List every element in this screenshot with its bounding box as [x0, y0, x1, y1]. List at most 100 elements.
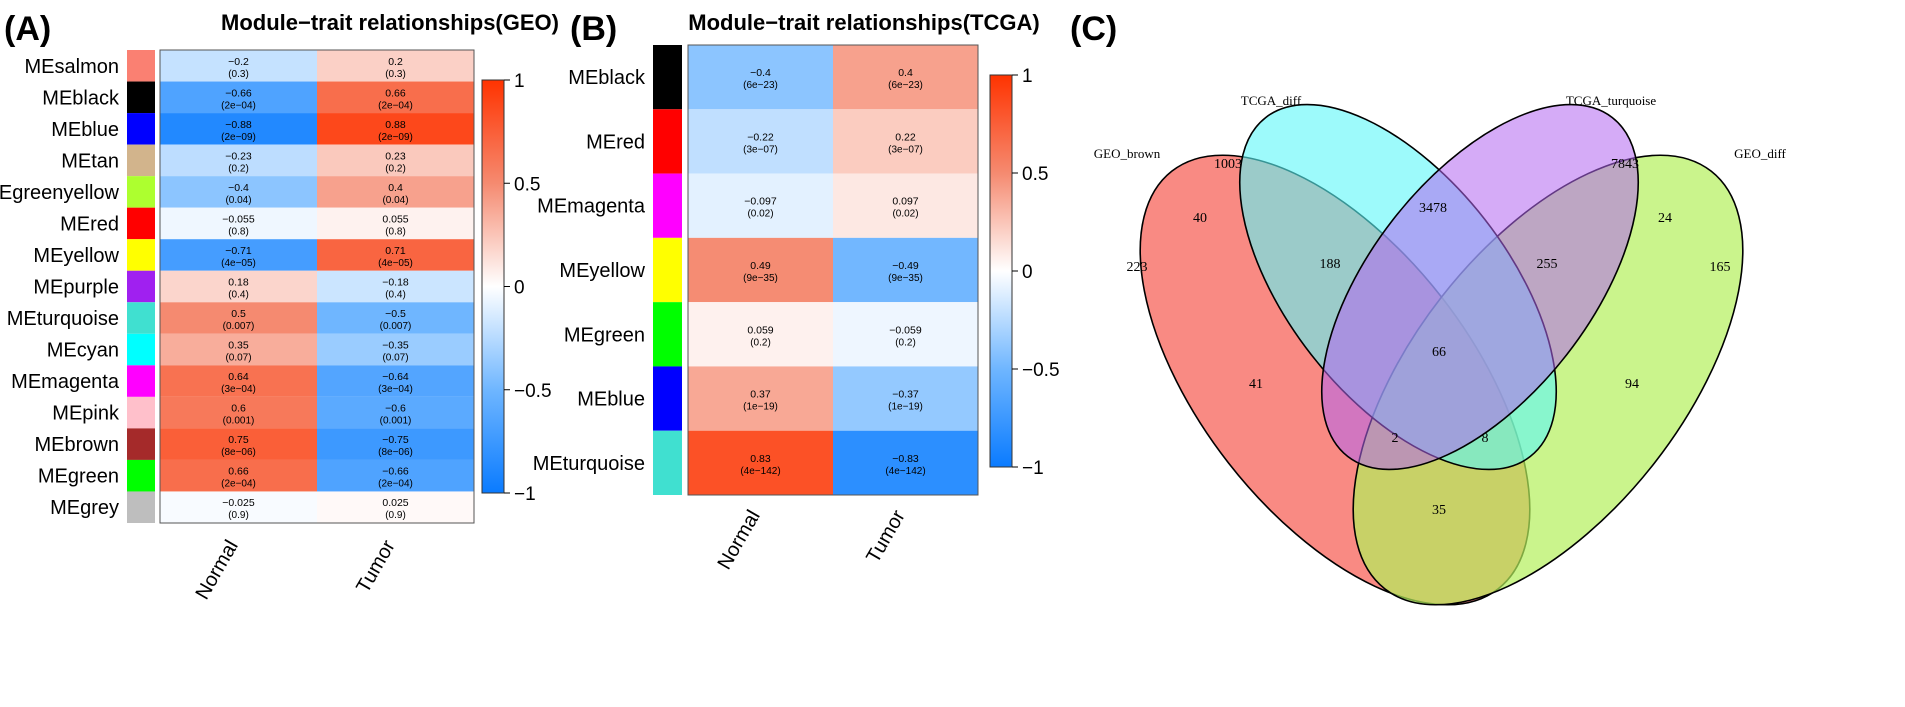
module-color-swatch — [653, 302, 682, 367]
venn-count-brown-tdiff-gdiff: 8 — [1482, 431, 1489, 446]
scale-tick-label: 0 — [514, 278, 525, 299]
cell-pvalue: (0.9) — [228, 510, 249, 521]
cell-correlation: −0.75 — [382, 434, 409, 446]
cell-correlation: −0.88 — [225, 119, 252, 131]
cell-pvalue: (4e−142) — [740, 466, 780, 477]
cell-correlation: −0.025 — [222, 497, 255, 509]
panel-b-title: Module−trait relationships(TCGA) — [688, 10, 1039, 35]
venn-count-tdiff-tturq-gdiff: 255 — [1537, 257, 1558, 272]
heatmap-cell — [833, 109, 978, 174]
panel-b-heatmap: MEblack −0.4(6e−23)0.4(6e−23)MEred −0.22(3… — [533, 44, 979, 574]
module-row-label: MEred — [586, 131, 645, 153]
heatmap-cell — [317, 396, 474, 429]
venn-count-brown-tdiff: 40 — [1193, 211, 1207, 226]
heatmap-cell — [160, 365, 317, 397]
scale-tick-label: 0 — [1022, 262, 1033, 283]
heatmap-cell — [317, 459, 474, 492]
cell-pvalue: (0.8) — [385, 226, 406, 237]
cell-pvalue: (9e−35) — [888, 273, 923, 284]
cell-correlation: 0.4 — [388, 182, 403, 194]
venn-count-tturq-gdiff: 24 — [1658, 211, 1672, 226]
cell-pvalue: (0.8) — [228, 226, 249, 237]
cell-pvalue: (0.2) — [385, 163, 406, 174]
venn-count-geo-diff: 165 — [1710, 260, 1731, 275]
module-color-swatch — [127, 459, 155, 492]
cell-pvalue: (0.02) — [892, 209, 918, 220]
module-color-swatch — [653, 45, 682, 110]
cell-correlation: 0.059 — [747, 324, 773, 336]
scale-tick-label: 1 — [514, 71, 525, 92]
module-row-label: MEblue — [577, 389, 645, 411]
venn-label-geo-brown: GEO_brown — [1094, 146, 1161, 161]
column-label: Normal — [714, 507, 765, 574]
heatmap-cell — [317, 270, 474, 303]
panel-c: (C) GEO_brown TCGA_diff TCGA_turquoise G… — [1070, 10, 1787, 606]
panel-c-letter: (C) — [1070, 10, 1117, 48]
cell-correlation: 0.5 — [231, 308, 246, 320]
venn-count-brown-gdiff: 35 — [1432, 503, 1446, 518]
module-color-swatch — [127, 302, 155, 334]
cell-correlation: 0.66 — [385, 87, 406, 99]
module-color-swatch — [127, 207, 155, 240]
heatmap-cell — [160, 270, 317, 303]
module-color-swatch — [653, 109, 682, 174]
heatmap-cell — [833, 430, 978, 495]
cell-correlation: −0.6 — [385, 403, 406, 415]
color-scale-bar — [481, 79, 505, 494]
heatmap-cell — [160, 176, 317, 208]
module-row-label: MEturquoise — [533, 453, 645, 475]
module-row-label: MEgreenyellow — [0, 182, 120, 204]
heatmap-cell — [317, 113, 474, 145]
cell-pvalue: (8e−06) — [378, 447, 413, 458]
heatmap-cell — [160, 396, 317, 429]
heatmap-cell — [317, 207, 474, 240]
panel-b: (B) Module−trait relationships(TCGA) MEb… — [533, 10, 1060, 573]
venn-label-tcga-diff: TCGA_diff — [1241, 93, 1302, 108]
cell-pvalue: (1e−19) — [888, 402, 923, 413]
module-color-swatch — [127, 365, 155, 397]
heatmap-cell — [833, 366, 978, 431]
cell-correlation: −0.059 — [889, 324, 922, 336]
cell-pvalue: (3e−04) — [221, 384, 256, 395]
heatmap-cell — [833, 302, 978, 367]
module-row-label: MEyellow — [33, 245, 119, 267]
cell-correlation: −0.2 — [228, 56, 249, 68]
cell-correlation: −0.5 — [385, 308, 406, 320]
cell-pvalue: (3e−07) — [888, 144, 923, 155]
venn-count-tdiff-tturq: 3478 — [1419, 201, 1447, 216]
cell-pvalue: (4e−05) — [221, 258, 256, 269]
cell-correlation: −0.83 — [892, 453, 919, 465]
heatmap-cell — [688, 109, 833, 174]
panel-b-letter: (B) — [570, 10, 617, 48]
cell-correlation: −0.18 — [382, 277, 409, 289]
venn-label-tcga-turquoise: TCGA_turquoise — [1566, 93, 1657, 108]
cell-pvalue: (0.4) — [228, 290, 249, 301]
cell-pvalue: (0.04) — [225, 195, 251, 206]
module-color-swatch — [653, 173, 682, 238]
heatmap-cell — [688, 45, 833, 110]
heatmap-cell — [317, 302, 474, 334]
column-label: Tumor — [352, 536, 400, 597]
module-row-label: MEturquoise — [7, 308, 119, 330]
module-row-label: MEgreen — [38, 466, 119, 488]
heatmap-cell — [688, 173, 833, 238]
cell-correlation: 0.66 — [228, 466, 249, 478]
module-color-swatch — [127, 81, 155, 114]
module-row-label: MEpurple — [33, 277, 119, 299]
cell-correlation: −0.23 — [225, 150, 252, 162]
panel-a-color-scale: 1 0.5 0 −0.5 −1 — [481, 71, 552, 505]
cell-pvalue: (2e−09) — [378, 132, 413, 143]
heatmap-cell — [833, 173, 978, 238]
cell-correlation: −0.49 — [892, 260, 919, 272]
heatmap-cell — [160, 207, 317, 240]
cell-pvalue: (1e−19) — [743, 402, 778, 413]
heatmap-cell — [160, 81, 317, 114]
heatmap-cell — [160, 302, 317, 334]
color-scale-bar — [989, 74, 1013, 468]
module-row-label: MEblack — [42, 87, 120, 109]
module-row-label: MEcyan — [47, 340, 119, 362]
heatmap-cell — [317, 81, 474, 114]
module-row-label: MEmagenta — [537, 196, 646, 218]
venn-count-tcga-turquoise: 7843 — [1611, 157, 1639, 172]
heatmap-cell — [160, 428, 317, 460]
